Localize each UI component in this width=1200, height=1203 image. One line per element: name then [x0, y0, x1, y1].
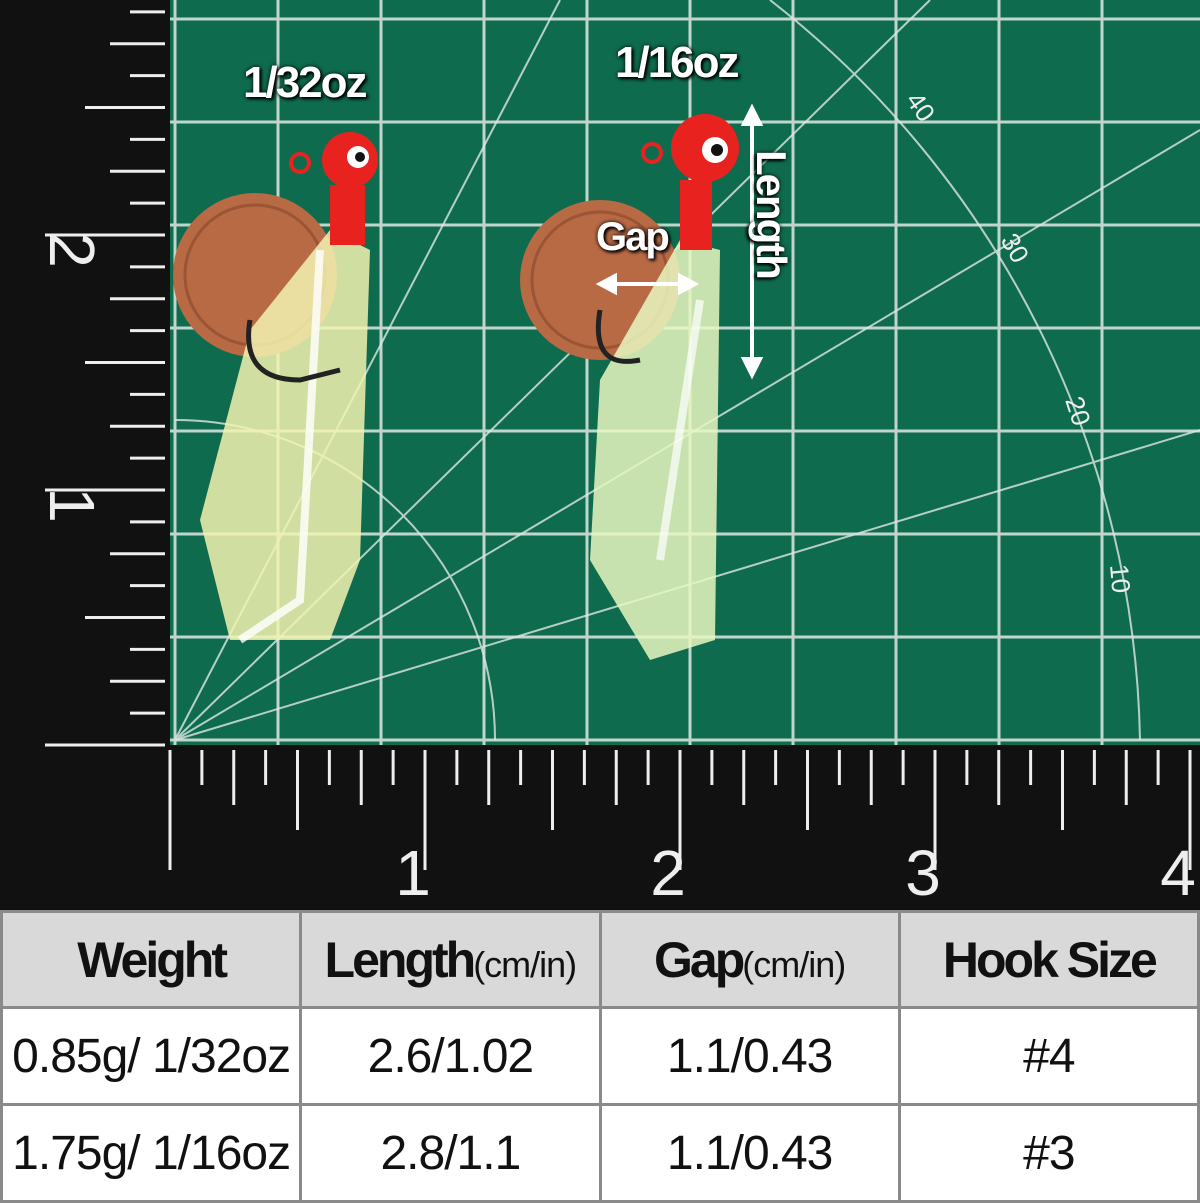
cell-gap: 1.1/0.43 [598, 1103, 901, 1203]
ruler-number: 4 [1160, 837, 1196, 909]
dimension-arrows [595, 103, 764, 380]
header-hook-size: Hook Size [897, 910, 1200, 1009]
ruler-number: 2 [650, 837, 686, 909]
cell-length: 2.6/1.02 [299, 1006, 602, 1106]
label-length: Length [748, 150, 795, 278]
table-header-row: Weight Length(cm/in) Gap(cm/in) Hook Siz… [0, 910, 1200, 1009]
header-length: Length(cm/in) [299, 910, 602, 1009]
ruler-number: 2 [36, 232, 108, 268]
ruler-number: 3 [905, 837, 941, 909]
cell-weight: 0.85g/ 1/32oz [0, 1006, 303, 1106]
cell-hook-size: #3 [897, 1103, 1200, 1203]
product-photo: 1 2 3 4 2 1 40 30 20 10 1/32oz 1/16oz Gap Length [0, 0, 1200, 910]
ruler-number: 1 [395, 837, 431, 909]
label-1-32oz: 1/32oz [243, 58, 368, 107]
spec-table: Weight Length(cm/in) Gap(cm/in) Hook Siz… [0, 910, 1200, 1203]
ruler-number: 1 [36, 487, 108, 523]
cell-hook-size: #4 [897, 1006, 1200, 1106]
header-weight: Weight [0, 910, 303, 1009]
jig-large [590, 114, 739, 660]
cell-length: 2.8/1.1 [299, 1103, 602, 1203]
label-1-16oz: 1/16oz [615, 38, 740, 87]
mat-angle-number: 10 [1104, 563, 1136, 594]
cell-weight: 1.75g/ 1/16oz [0, 1103, 303, 1203]
table-row: 0.85g/ 1/32oz 2.6/1.02 1.1/0.43 #4 [0, 1006, 1200, 1106]
label-gap: Gap [596, 215, 670, 259]
jig-small [200, 132, 378, 644]
table-row: 1.75g/ 1/16oz 2.8/1.1 1.1/0.43 #3 [0, 1103, 1200, 1203]
rulers [45, 10, 1192, 870]
header-gap: Gap(cm/in) [598, 910, 901, 1009]
cell-gap: 1.1/0.43 [598, 1006, 901, 1106]
